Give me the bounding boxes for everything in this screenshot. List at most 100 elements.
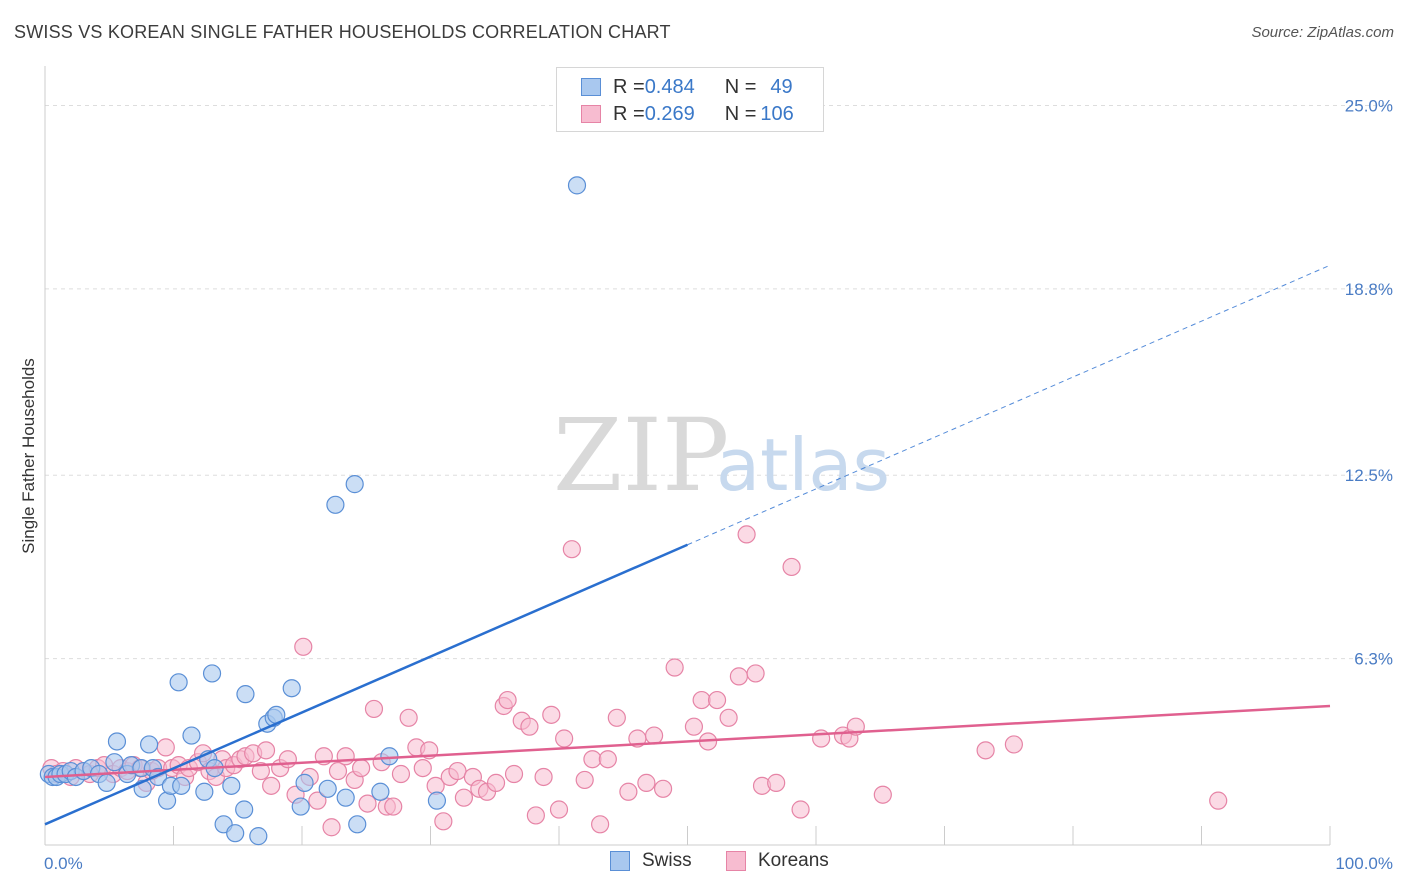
swiss-r-value: 0.484 bbox=[644, 75, 695, 98]
korean-point bbox=[358, 794, 377, 813]
korean-point bbox=[873, 785, 892, 804]
watermark: ZIP atlas bbox=[553, 397, 890, 514]
swiss-legend-label: Swiss bbox=[642, 850, 692, 871]
korean-point bbox=[526, 806, 545, 825]
swiss-point bbox=[380, 747, 399, 766]
x-tick-label: 0.0% bbox=[44, 854, 83, 873]
korean-point bbox=[434, 812, 453, 831]
korean-point bbox=[607, 708, 626, 727]
swiss-points bbox=[39, 176, 587, 846]
korean-point bbox=[782, 557, 801, 577]
trend-lines bbox=[44, 264, 1331, 826]
korean-point bbox=[256, 741, 276, 760]
swiss-point bbox=[235, 800, 254, 819]
korean-point bbox=[328, 761, 348, 781]
swiss-point bbox=[291, 797, 310, 816]
swiss-point bbox=[326, 495, 345, 514]
swiss-point bbox=[172, 776, 191, 795]
korean-point bbox=[251, 761, 270, 781]
korean-point bbox=[364, 699, 384, 719]
korean-point bbox=[619, 782, 638, 801]
y-tick-label: 25.0% bbox=[1345, 96, 1393, 115]
tick-labels: 6.3% 12.5% 18.8% 25.0% 0.0% 100.0% bbox=[44, 96, 1393, 873]
watermark-zip: ZIP bbox=[553, 397, 729, 514]
swiss-n-label: N = bbox=[724, 75, 757, 98]
swiss-point bbox=[182, 726, 201, 745]
korean-point bbox=[336, 747, 355, 766]
legend-row-koreans: R = 0.269 N = 106 bbox=[581, 101, 794, 127]
korean-point bbox=[542, 705, 561, 724]
swiss-point bbox=[222, 776, 241, 795]
koreans-legend-label: Koreans bbox=[758, 850, 829, 871]
swiss-point bbox=[107, 732, 127, 751]
swiss-trend-line bbox=[44, 543, 688, 826]
koreans-n-value: 106 bbox=[760, 102, 794, 125]
korean-trend-line bbox=[44, 704, 1331, 779]
korean-point bbox=[598, 750, 617, 769]
korean-point bbox=[644, 726, 664, 745]
korean-point bbox=[575, 770, 594, 790]
legend-item-koreans[interactable]: Koreans bbox=[726, 850, 829, 872]
korean-point bbox=[384, 797, 403, 816]
y-tick-label: 12.5% bbox=[1345, 466, 1393, 485]
swiss-legend-swatch bbox=[610, 851, 630, 871]
korean-point bbox=[637, 773, 656, 792]
swiss-point bbox=[282, 679, 301, 698]
series-legend: Swiss Koreans bbox=[0, 850, 1406, 878]
korean-point bbox=[391, 764, 411, 784]
korean-point bbox=[454, 788, 474, 807]
swiss-point bbox=[295, 773, 314, 792]
y-tick-label: 18.8% bbox=[1345, 280, 1393, 299]
korean-point bbox=[737, 525, 756, 544]
swiss-r-label: R = bbox=[613, 75, 645, 98]
koreans-r-label: R = bbox=[613, 102, 645, 125]
korean-point bbox=[504, 764, 524, 784]
korean-point bbox=[262, 776, 281, 795]
swiss-point bbox=[97, 773, 116, 792]
swiss-point bbox=[348, 815, 367, 834]
chart-title: SWISS VS KOREAN SINGLE FATHER HOUSEHOLDS… bbox=[14, 22, 671, 42]
korean-point bbox=[294, 637, 313, 656]
korean-point bbox=[399, 708, 418, 727]
swiss-point bbox=[345, 475, 364, 494]
swiss-point bbox=[371, 782, 390, 801]
korean-point bbox=[520, 717, 539, 736]
korean-point bbox=[591, 815, 610, 834]
korean-point bbox=[156, 738, 175, 757]
legend-row-swiss: R = 0.484 N = 49 bbox=[581, 74, 793, 100]
korean-point bbox=[534, 767, 553, 787]
koreans-r-value: 0.269 bbox=[644, 102, 695, 125]
correlation-legend: R = 0.484 N = 49 R = 0.269 N = 106 bbox=[556, 67, 824, 132]
swiss-point bbox=[195, 782, 214, 801]
korean-point bbox=[653, 779, 673, 798]
swiss-point bbox=[567, 176, 587, 195]
swiss-point bbox=[202, 664, 222, 683]
swiss-point bbox=[336, 788, 355, 807]
korean-point bbox=[555, 729, 574, 748]
korean-point bbox=[976, 741, 995, 760]
watermark-atlas: atlas bbox=[716, 423, 890, 507]
korean-point bbox=[692, 690, 711, 710]
korean-point bbox=[746, 664, 765, 683]
source-label: Source: ZipAtlas.com bbox=[1251, 24, 1394, 41]
koreans-legend-swatch bbox=[726, 851, 746, 871]
y-tick-label: 6.3% bbox=[1354, 650, 1393, 669]
koreans-n-label: N = bbox=[724, 102, 757, 125]
korean-point bbox=[322, 818, 341, 837]
korean-point bbox=[684, 717, 704, 736]
korean-point bbox=[352, 758, 371, 778]
korean-point bbox=[791, 800, 810, 819]
gridlines bbox=[45, 104, 1392, 660]
korean-point bbox=[707, 690, 727, 710]
swiss-point bbox=[427, 791, 447, 810]
korean-points bbox=[42, 525, 1228, 837]
legend-item-swiss[interactable]: Swiss bbox=[610, 850, 692, 872]
korean-point bbox=[1004, 735, 1023, 754]
korean-point bbox=[562, 540, 581, 559]
korean-point bbox=[278, 750, 297, 769]
korean-point bbox=[665, 658, 684, 677]
korean-point bbox=[413, 758, 432, 778]
swiss-swatch bbox=[581, 78, 601, 96]
x-tick-label: 100.0% bbox=[1335, 854, 1393, 873]
